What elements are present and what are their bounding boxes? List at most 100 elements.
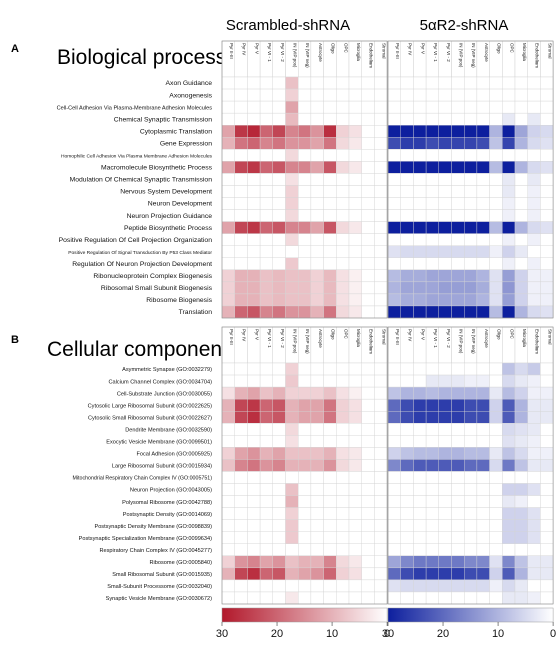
heatmap-cell	[221, 137, 235, 150]
heatmap-cell	[374, 269, 388, 283]
heatmap-cell	[323, 185, 337, 198]
column-label: Oligo	[331, 43, 336, 54]
heatmap-cell	[348, 197, 362, 210]
heatmap-cell	[348, 591, 362, 605]
heatmap-cell	[374, 423, 388, 436]
column-label: Endothelium	[535, 43, 540, 68]
heatmap-cell	[323, 519, 337, 532]
heatmap-cell	[221, 245, 235, 258]
heatmap-cell	[247, 543, 261, 557]
heatmap-cell	[247, 221, 261, 234]
heatmap-cell	[323, 555, 337, 569]
heatmap-cell	[221, 507, 235, 520]
heatmap-cell	[336, 483, 350, 496]
heatmap-cell	[221, 459, 235, 472]
heatmap-cell	[285, 411, 299, 424]
heatmap-cell	[464, 567, 478, 581]
heatmap-cell	[540, 124, 554, 138]
heatmap-cell	[259, 362, 274, 376]
heatmap-cell	[476, 293, 490, 307]
heatmap-cell	[400, 471, 414, 484]
heatmap-cell	[425, 233, 440, 246]
heatmap-cell	[438, 233, 452, 246]
heatmap-cell	[272, 185, 286, 198]
heatmap-cell	[387, 459, 401, 472]
heatmap-cell	[476, 362, 490, 376]
heatmap-cell	[247, 519, 261, 532]
heatmap-cell	[323, 362, 337, 376]
heatmap-cell	[438, 423, 452, 436]
heatmap-cell	[247, 483, 261, 496]
heatmap-cell	[413, 411, 427, 424]
heatmap-cell	[221, 411, 235, 424]
row-label: Postsynaptic Specialization Membrane (GO…	[79, 536, 213, 542]
heatmap-cell	[234, 459, 248, 472]
heatmap-cell	[221, 221, 235, 234]
heatmap-cell	[323, 435, 337, 448]
heatmap-cell	[476, 471, 490, 484]
heatmap-cell	[400, 161, 414, 174]
heatmap-cell	[502, 471, 516, 484]
heatmap-cell	[387, 124, 401, 138]
heatmap-cell	[259, 519, 274, 532]
heatmap-cell	[425, 161, 440, 174]
heatmap-cell	[374, 88, 388, 102]
column-label: OPC	[509, 43, 514, 54]
column-label: Pyr II-III	[229, 329, 234, 345]
heatmap-cell	[527, 221, 541, 234]
heatmap-cell	[502, 305, 516, 319]
heatmap-cell	[464, 209, 478, 222]
column-label: Microglia	[522, 43, 527, 62]
heatmap-cell	[221, 269, 235, 283]
heatmap-cell	[502, 269, 516, 283]
heatmap-cell	[361, 305, 375, 319]
heatmap-cell	[400, 245, 414, 258]
heatmap-cell	[298, 305, 312, 319]
heatmap-cell	[476, 591, 490, 605]
heatmap-cell	[425, 579, 440, 593]
heatmap-cell	[502, 149, 516, 162]
heatmap-cell	[502, 221, 516, 234]
heatmap-cell	[348, 221, 362, 234]
heatmap-cell	[514, 137, 528, 150]
heatmap-cell	[489, 257, 503, 271]
heatmap-cell	[527, 471, 541, 484]
heatmap-cell	[272, 149, 286, 162]
heatmap-cell	[425, 543, 440, 557]
row-label: Calcium Channel Complex (GO:0034704)	[108, 379, 212, 385]
heatmap-cell	[387, 435, 401, 448]
heatmap-cell	[464, 245, 478, 258]
heatmap-cell	[336, 112, 350, 126]
heatmap-cell	[234, 149, 248, 162]
heatmap-cell	[464, 435, 478, 448]
heatmap-cell	[361, 591, 375, 605]
column-label: Pyr V	[254, 43, 259, 54]
heatmap-cell	[400, 362, 414, 376]
column-label: Pyr II-III	[229, 43, 234, 59]
heatmap-cell	[259, 161, 274, 174]
heatmap-cell	[476, 149, 490, 162]
heatmap-cell	[425, 531, 440, 544]
heatmap-cell	[298, 362, 312, 376]
heatmap-cell	[259, 531, 274, 544]
heatmap-cell	[234, 483, 248, 496]
heatmap-cell	[387, 471, 401, 484]
heatmap-cell	[374, 579, 388, 593]
heatmap-cell	[285, 124, 299, 138]
heatmap-cell	[285, 374, 299, 388]
heatmap-cell	[221, 161, 235, 174]
heatmap-cell	[298, 173, 312, 186]
heatmap-cell	[438, 209, 452, 222]
heatmap-cell	[425, 124, 440, 138]
panel-letter-a: A	[11, 43, 19, 55]
heatmap-cell	[348, 447, 362, 460]
heatmap-cell	[438, 269, 452, 283]
heatmap-cell	[234, 471, 248, 484]
heatmap-cell	[247, 507, 261, 520]
heatmap-cell	[374, 209, 388, 222]
heatmap-cell	[247, 209, 261, 222]
heatmap-cell	[464, 257, 478, 271]
heatmap-cell	[348, 112, 362, 126]
heatmap-cell	[464, 281, 478, 295]
heatmap-cell	[234, 281, 248, 295]
